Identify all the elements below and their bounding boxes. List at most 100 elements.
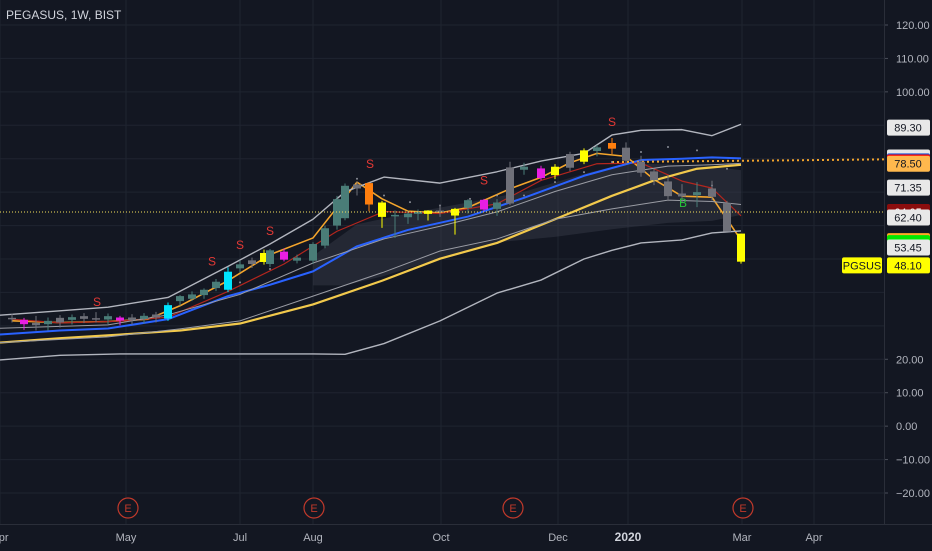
candle-body bbox=[104, 316, 112, 320]
indicator-line bbox=[0, 230, 742, 361]
cloud-area bbox=[313, 163, 741, 286]
candle bbox=[650, 168, 658, 186]
candle-body bbox=[580, 150, 588, 162]
candle bbox=[737, 233, 745, 264]
price-label: 53.45 bbox=[887, 239, 930, 256]
candle bbox=[164, 302, 172, 321]
candle bbox=[80, 313, 88, 324]
earnings-label: E bbox=[310, 503, 317, 515]
candle-body bbox=[164, 305, 172, 319]
candle-body bbox=[493, 202, 501, 209]
candle-body bbox=[551, 166, 559, 176]
candle bbox=[608, 137, 616, 155]
time-tick-label: Aug bbox=[303, 532, 323, 544]
candle bbox=[580, 148, 588, 165]
time-tick-label: 2020 bbox=[615, 530, 642, 544]
candle-body bbox=[436, 210, 444, 213]
signal-label: S bbox=[480, 173, 488, 187]
candle-body bbox=[92, 318, 100, 320]
candle-body bbox=[309, 243, 317, 261]
candle bbox=[637, 155, 645, 177]
chart-grid bbox=[0, 0, 884, 524]
price-label-text: 89.30 bbox=[894, 123, 922, 135]
price-tick-label: 0.00 bbox=[896, 421, 917, 433]
price-label-bg bbox=[887, 257, 930, 274]
price-label: 62.40 bbox=[887, 209, 930, 226]
time-tick-label: Jul bbox=[233, 532, 247, 544]
trend-dot bbox=[269, 268, 271, 271]
candle bbox=[176, 295, 184, 306]
candle-body bbox=[664, 181, 672, 197]
price-label: 78.50 bbox=[887, 155, 930, 172]
candle-body bbox=[464, 200, 472, 208]
price-tick-label: 10.00 bbox=[896, 388, 924, 400]
candle-body bbox=[56, 317, 64, 323]
price-label-text: 78.50 bbox=[894, 159, 922, 171]
signal-label: S bbox=[366, 157, 374, 171]
earnings-label: E bbox=[739, 503, 746, 515]
candle bbox=[128, 314, 136, 325]
candle bbox=[566, 151, 574, 172]
candle bbox=[404, 210, 412, 224]
price-label-text: 62.40 bbox=[894, 213, 922, 225]
trend-dot bbox=[554, 181, 556, 184]
candle bbox=[104, 313, 112, 325]
candle bbox=[353, 181, 361, 196]
signal-label: S bbox=[608, 115, 616, 129]
candle bbox=[236, 260, 244, 273]
candle bbox=[365, 182, 373, 212]
earnings-label: E bbox=[509, 503, 516, 515]
price-tick-label: 100.00 bbox=[896, 87, 930, 99]
candle bbox=[678, 184, 686, 203]
earnings-marker: E bbox=[732, 497, 754, 519]
earnings-circle bbox=[502, 497, 524, 519]
price-label-bg bbox=[887, 179, 930, 196]
earnings-circle bbox=[117, 497, 139, 519]
candle-body bbox=[212, 281, 220, 289]
trend-dot bbox=[496, 194, 498, 197]
price-label-bg bbox=[887, 239, 930, 256]
candle-body bbox=[140, 315, 148, 319]
candle-body bbox=[424, 210, 432, 214]
candle bbox=[224, 267, 232, 293]
candle bbox=[140, 313, 148, 324]
trend-dot bbox=[726, 167, 728, 170]
time-axis-bar[interactable] bbox=[0, 524, 932, 551]
candle-body bbox=[20, 319, 28, 325]
candle bbox=[664, 175, 672, 202]
candle-body bbox=[32, 322, 40, 326]
candle bbox=[280, 248, 288, 262]
signal-labels: S S S S S S S B bbox=[93, 115, 687, 309]
time-tick-label: Mar bbox=[733, 532, 752, 544]
candle-body bbox=[152, 314, 160, 318]
candle bbox=[593, 145, 601, 157]
candle-body bbox=[44, 320, 52, 325]
candle bbox=[293, 254, 301, 264]
price-label: 71.35 bbox=[887, 179, 930, 196]
candle-body bbox=[404, 213, 412, 218]
trend-dot bbox=[409, 201, 411, 204]
price-label: 89.30 bbox=[887, 119, 930, 136]
time-axis: Apr May Jul Aug Oct Dec 2020 Mar Apr bbox=[0, 530, 823, 544]
price-label-text: 71.35 bbox=[894, 183, 922, 195]
candle-body bbox=[678, 193, 686, 197]
candle bbox=[56, 315, 64, 328]
candle-body bbox=[537, 168, 545, 179]
trend-dot bbox=[383, 194, 385, 197]
candle bbox=[723, 200, 731, 232]
trend-dot bbox=[640, 151, 642, 154]
candle-body bbox=[593, 147, 601, 152]
candle-body bbox=[280, 251, 288, 260]
candle-body bbox=[566, 154, 574, 168]
candle-body bbox=[68, 317, 76, 320]
candle-body bbox=[8, 317, 16, 320]
candle-body bbox=[650, 171, 658, 181]
candle bbox=[152, 311, 160, 323]
trend-dot bbox=[696, 149, 698, 152]
price-label: 48.10 bbox=[887, 257, 930, 274]
candle-body bbox=[451, 208, 459, 216]
signal-label: B bbox=[679, 196, 687, 210]
price-label-bg bbox=[887, 155, 930, 172]
candle bbox=[92, 312, 100, 323]
